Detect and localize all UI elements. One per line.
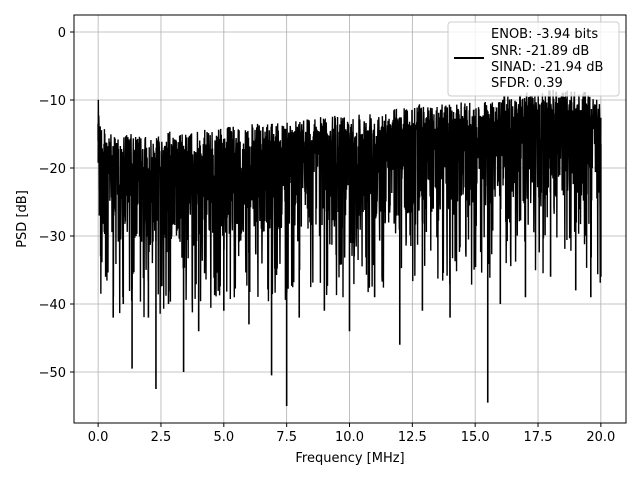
x-tick-label: 20.0 (586, 430, 615, 445)
y-tick: −50 (39, 366, 74, 381)
y-tick: −20 (39, 162, 74, 177)
x-tick: 12.5 (398, 423, 427, 445)
y-tick: −40 (39, 298, 74, 313)
x-tick: 2.5 (151, 423, 172, 445)
y-tick-label: 0 (58, 26, 66, 41)
legend-box (447, 21, 620, 97)
y-tick-label: −50 (39, 366, 66, 381)
y-tick: −10 (39, 94, 74, 109)
x-tick: 0.0 (88, 423, 109, 445)
x-tick: 20.0 (586, 423, 615, 445)
legend-sfdr: SFDR: 0.39 (491, 76, 563, 91)
x-tick-label: 2.5 (151, 430, 172, 445)
x-tick: 10.0 (335, 423, 364, 445)
x-tick-label: 5.0 (213, 430, 234, 445)
y-tick-label: −20 (39, 162, 66, 177)
legend: ENOB: -3.94 bits SNR: -21.89 dB SINAD: -… (447, 21, 620, 97)
x-tick-label: 15.0 (461, 430, 490, 445)
x-tick-label: 17.5 (524, 430, 553, 445)
y-tick-label: −10 (39, 94, 66, 109)
legend-sinad: SINAD: -21.94 dB (491, 60, 603, 75)
x-tick: 15.0 (461, 423, 490, 445)
psd-trace-group (97, 89, 602, 406)
y-tick-label: −40 (39, 298, 66, 313)
x-axis-ticks: 0.0 2.5 5.0 7.5 10.0 12.5 15.0 17.5 20.0 (88, 423, 615, 445)
x-tick-label: 7.5 (276, 430, 297, 445)
y-tick: 0 (58, 26, 74, 41)
x-axis-label: Frequency [MHz] (295, 451, 404, 466)
x-tick: 17.5 (524, 423, 553, 445)
legend-snr: SNR: -21.89 dB (491, 44, 589, 59)
x-tick-label: 12.5 (398, 430, 427, 445)
x-tick: 5.0 (213, 423, 234, 445)
y-tick: −30 (39, 230, 74, 245)
y-axis-ticks: 0 −10 −20 −30 −40 −50 (39, 26, 74, 381)
y-axis-label: PSD [dB] (15, 190, 30, 248)
x-tick-label: 10.0 (335, 430, 364, 445)
y-tick-label: −30 (39, 230, 66, 245)
x-tick: 7.5 (276, 423, 297, 445)
legend-enob: ENOB: -3.94 bits (491, 27, 598, 42)
x-tick-label: 0.0 (88, 430, 109, 445)
plot-frame (73, 14, 627, 424)
